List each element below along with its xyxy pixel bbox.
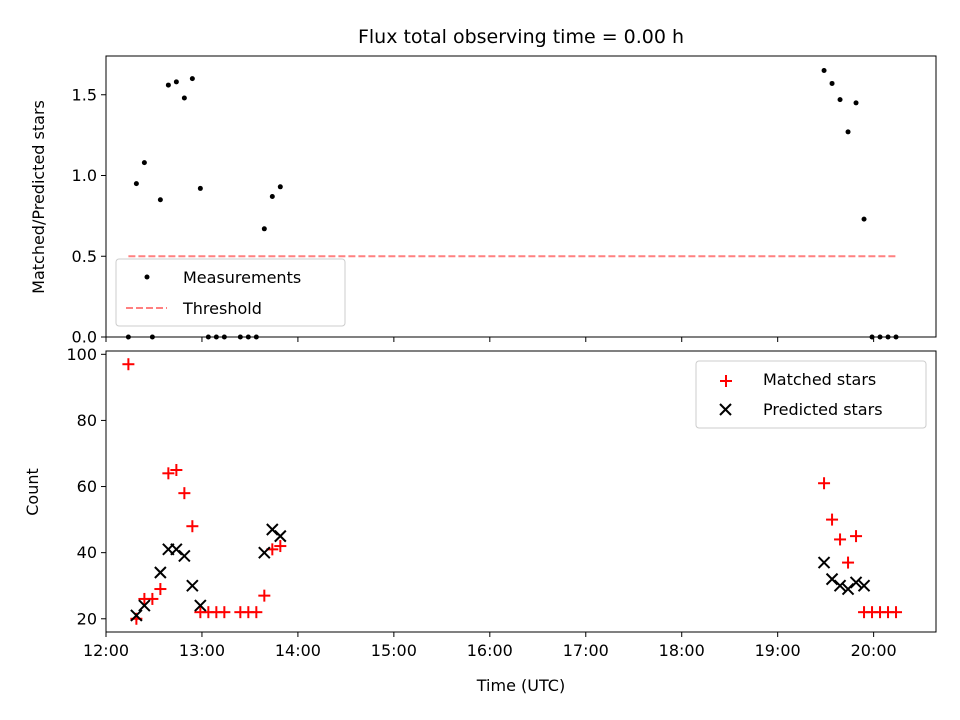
predicted-point [833,579,847,592]
legend-predicted-marker [719,403,732,416]
measurement-point [829,80,835,86]
bottom-y-tick-label: 80 [77,411,97,430]
matched-point [258,589,271,602]
predicted-points [130,523,871,622]
predicted-point [130,609,143,622]
chart-title: Flux total observing time = 0.00 h [358,26,684,48]
matched-point [162,467,175,480]
matched-point [122,358,135,371]
legend-matched-marker [720,375,732,387]
legend-measurements-marker [144,274,150,280]
top-y-tick-label: 0.5 [72,247,97,266]
top-ticks [101,94,875,342]
matched-point [154,583,167,596]
predicted-point [194,599,207,612]
predicted-point [274,529,287,543]
top-panel: 0.0 0.5 1.0 1.5 Matched/Predicted stars Mea… [29,55,937,347]
matched-points [122,358,903,625]
matched-point [250,606,263,619]
measurement-point [157,197,163,203]
measurement-point [261,226,267,232]
measurement-point [189,76,195,82]
top-y-tick-label: 1.5 [72,85,97,104]
predicted-point [817,556,831,569]
measurement-point [845,129,851,135]
measurement-point [165,82,171,88]
bottom-x-tick-labels: 12:00 13:00 14:00 15:00 16:00 17:00 18:00 19:00… [83,641,897,660]
bottom-ticks [101,353,875,637]
top-y-tick-labels: 0.0 0.5 1.0 1.5 [72,85,97,346]
measurement-point [133,181,139,187]
x-tick-label: 20:00 [851,641,897,660]
top-y-axis-label: Matched/Predicted stars [29,100,48,294]
bottom-y-axis-label: Count [23,468,42,516]
predicted-point [849,576,863,589]
measurement-point [853,100,859,106]
measurement-point [173,79,179,85]
bottom-legend: Matched stars Predicted stars [695,360,927,429]
measurement-point [181,95,187,101]
top-y-tick-label: 0.0 [72,328,97,347]
x-tick-label: 15:00 [371,641,417,660]
bottom-y-tick-label: 60 [77,477,97,496]
x-tick-label: 16:00 [467,641,513,660]
matched-point [842,556,855,569]
predicted-point [138,599,151,612]
matched-point [274,540,287,553]
matched-point [826,513,839,526]
matched-point [890,606,903,619]
matched-point [146,592,159,605]
top-axes-frame [105,55,937,338]
bottom-y-tick-label: 40 [77,543,97,562]
bottom-y-tick-labels: 20 40 60 80 100 [66,345,97,628]
legend-predicted-label: Predicted stars [763,400,883,419]
bottom-legend-box [695,360,927,429]
x-tick-label: 12:00 [83,641,129,660]
measurement-point [861,216,867,222]
measurement-points [125,68,899,340]
matched-point [178,487,191,500]
bottom-y-tick-label: 100 [66,345,97,364]
x-tick-label: 13:00 [179,641,225,660]
measurement-point [197,185,203,191]
top-legend: Measurements Threshold [115,258,346,327]
bottom-panel: 20 40 60 80 100 12:00 13:00 14:00 15:00 16:00 17:… [23,345,937,695]
legend-measurements-label: Measurements [183,268,301,287]
x-tick-label: 19:00 [755,641,801,660]
measurement-point [277,184,283,190]
predicted-point [258,546,271,559]
measurement-point [837,97,843,103]
measurement-point [269,194,275,199]
x-axis-label: Time (UTC) [476,676,565,695]
legend-threshold-label: Threshold [182,299,262,318]
matched-point [834,533,847,546]
top-y-tick-label: 1.0 [72,166,97,185]
matched-point [850,530,863,543]
matched-point [186,520,199,533]
legend-matched-label: Matched stars [763,370,876,389]
measurement-point [821,68,827,74]
x-tick-label: 14:00 [275,641,321,660]
predicted-point [186,579,199,592]
measurement-point [141,160,147,166]
bottom-axes-frame [105,350,937,633]
x-tick-label: 18:00 [659,641,705,660]
matched-point [218,606,231,619]
x-tick-label: 17:00 [563,641,609,660]
matched-point [818,477,831,490]
top-legend-box [115,258,346,327]
matched-point [170,464,183,477]
bottom-y-tick-label: 20 [77,609,97,628]
predicted-point [154,566,167,579]
predicted-point [178,549,191,563]
predicted-point [857,579,871,592]
